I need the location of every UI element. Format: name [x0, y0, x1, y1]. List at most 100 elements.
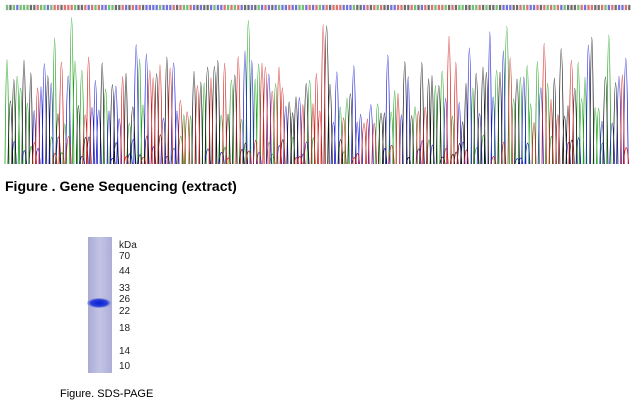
base-call — [101, 5, 104, 10]
base-call — [74, 5, 77, 10]
base-call — [67, 5, 70, 10]
base-call — [257, 5, 260, 10]
base-call — [410, 5, 413, 10]
base-call — [427, 5, 430, 10]
base-call — [614, 5, 617, 10]
base-call — [135, 5, 138, 10]
base-call — [250, 5, 253, 10]
base-call — [237, 5, 240, 10]
base-call — [383, 5, 386, 10]
base-call — [318, 5, 321, 10]
base-call — [118, 5, 121, 10]
base-call — [284, 5, 287, 10]
base-call — [356, 5, 359, 10]
base-call — [570, 5, 573, 10]
base-call — [179, 5, 182, 10]
base-call — [233, 5, 236, 10]
base-call — [485, 5, 488, 10]
base-call — [482, 5, 485, 10]
base-call — [305, 5, 308, 10]
base-call — [332, 5, 335, 10]
base-call — [104, 5, 107, 10]
base-call — [512, 5, 515, 10]
base-call — [533, 5, 536, 10]
base-call — [111, 5, 114, 10]
base-call — [342, 5, 345, 10]
base-call — [308, 5, 311, 10]
base-call — [80, 5, 83, 10]
base-call — [77, 5, 80, 10]
base-call — [206, 5, 209, 10]
base-call — [267, 5, 270, 10]
base-call — [33, 5, 36, 10]
base-call — [543, 5, 546, 10]
base-call — [567, 5, 570, 10]
base-call — [444, 5, 447, 10]
base-call — [9, 5, 12, 10]
base-call — [274, 5, 277, 10]
base-call — [414, 5, 417, 10]
base-call — [254, 5, 257, 10]
base-call — [145, 5, 148, 10]
base-call — [349, 5, 352, 10]
base-call — [420, 5, 423, 10]
base-call — [587, 5, 590, 10]
base-call — [624, 5, 627, 10]
base-call — [601, 5, 604, 10]
marker-label: 10 — [119, 361, 131, 372]
base-call — [590, 5, 593, 10]
base-call — [261, 5, 264, 10]
base-call — [247, 5, 250, 10]
protein-band — [87, 298, 111, 308]
base-call — [628, 5, 631, 10]
trace — [32, 24, 630, 165]
base-call — [597, 5, 600, 10]
base-call — [165, 5, 168, 10]
base-call — [29, 5, 32, 10]
base-call — [223, 5, 226, 10]
base-call — [550, 5, 553, 10]
base-call — [278, 5, 281, 10]
base-call — [210, 5, 213, 10]
base-call — [199, 5, 202, 10]
base-call — [471, 5, 474, 10]
base-call — [366, 5, 369, 10]
base-call — [53, 5, 56, 10]
base-call — [352, 5, 355, 10]
base-call — [315, 5, 318, 10]
base-call — [516, 5, 519, 10]
base-call — [618, 5, 621, 10]
base-call — [121, 5, 124, 10]
base-call — [23, 5, 26, 10]
base-call — [400, 5, 403, 10]
base-call — [240, 5, 243, 10]
base-call — [19, 5, 22, 10]
base-call — [298, 5, 301, 10]
base-call — [519, 5, 522, 10]
base-call — [155, 5, 158, 10]
trace — [7, 25, 619, 165]
base-call — [159, 5, 162, 10]
marker-label: 26 — [119, 294, 131, 305]
chromatogram — [4, 4, 631, 165]
base-call — [363, 5, 366, 10]
unit-label: kDa — [119, 240, 137, 251]
base-call — [607, 5, 610, 10]
base-call — [611, 5, 614, 10]
base-call — [407, 5, 410, 10]
base-call — [556, 5, 559, 10]
base-call — [492, 5, 495, 10]
caption: Figure . Gene Sequencing (extract) — [5, 178, 237, 194]
base-call — [189, 5, 192, 10]
base-call — [63, 5, 66, 10]
base-call — [577, 5, 580, 10]
base-call — [397, 5, 400, 10]
base-call — [393, 5, 396, 10]
base-call — [376, 5, 379, 10]
base-call — [6, 5, 9, 10]
base-call — [499, 5, 502, 10]
base-call — [346, 5, 349, 10]
base-call — [505, 5, 508, 10]
base-call — [461, 5, 464, 10]
base-call — [448, 5, 451, 10]
